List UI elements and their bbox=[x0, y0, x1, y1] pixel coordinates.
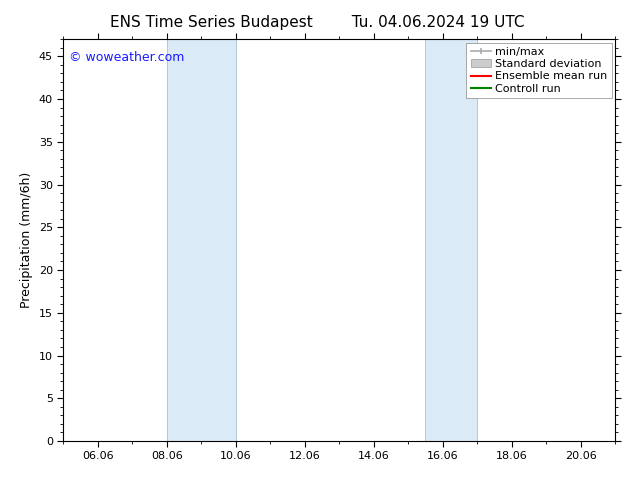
Y-axis label: Precipitation (mm/6h): Precipitation (mm/6h) bbox=[20, 172, 34, 308]
Legend: min/max, Standard deviation, Ensemble mean run, Controll run: min/max, Standard deviation, Ensemble me… bbox=[466, 43, 612, 98]
Bar bbox=[425, 39, 477, 441]
Text: © woweather.com: © woweather.com bbox=[69, 51, 184, 64]
Text: ENS Time Series Budapest        Tu. 04.06.2024 19 UTC: ENS Time Series Budapest Tu. 04.06.2024 … bbox=[110, 15, 524, 30]
Bar bbox=[167, 39, 236, 441]
